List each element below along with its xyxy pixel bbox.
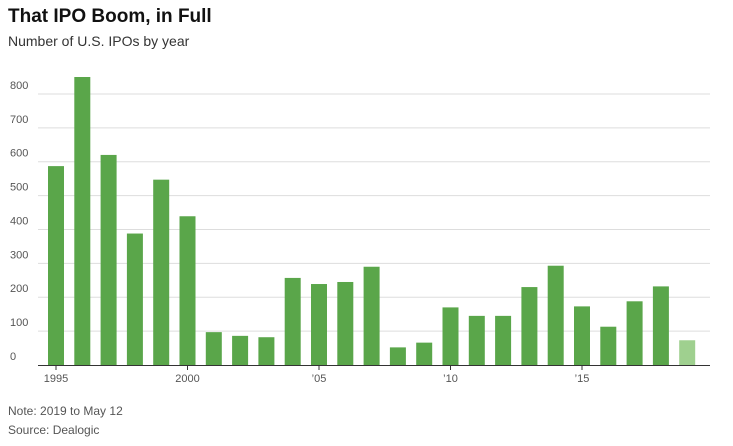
- bar-2008: [389, 347, 406, 365]
- y-axis-tick-labels: 0 100 200 300 400 500 600 700 800: [10, 80, 28, 363]
- bar-2005: [311, 284, 327, 365]
- y-tick-label-100: 100: [10, 317, 28, 329]
- bar-2001: [205, 332, 222, 365]
- chart-note: Note: 2019 to May 12: [8, 404, 123, 418]
- bar-chart: 0 100 200 300 400 500 600 700 800 1995 2000 ’05 ’10…: [10, 77, 710, 385]
- chart-subtitle: Number of U.S. IPOs by year: [8, 33, 190, 49]
- bar-2017: [626, 301, 643, 365]
- x-tick-label-2000: 2000: [175, 373, 199, 385]
- bar-2009: [416, 342, 433, 365]
- bar-2010: [442, 307, 459, 365]
- bar-2014: [547, 265, 564, 365]
- bar-1995: [48, 166, 64, 365]
- bar-2016: [600, 326, 617, 365]
- y-tick-label-600: 600: [10, 148, 28, 160]
- x-tick-label-2005: ’05: [312, 373, 327, 385]
- bar-2012: [495, 315, 512, 365]
- x-tick-label-2010: ’10: [443, 373, 458, 385]
- bar-1996: [74, 77, 91, 365]
- bar-2019: [679, 340, 696, 365]
- bar-2007: [363, 266, 380, 365]
- bar-2006: [337, 281, 354, 365]
- bar-1998: [126, 233, 143, 365]
- y-tick-label-800: 800: [10, 80, 28, 92]
- x-axis-tick-labels: 1995 2000 ’05 ’10 ’15: [44, 373, 590, 385]
- chart-source: Source: Dealogic: [8, 423, 100, 437]
- y-tick-label-0: 0: [10, 351, 16, 363]
- bar-2011: [468, 315, 485, 365]
- bar-2015: [574, 306, 590, 365]
- bar-2002: [232, 335, 249, 365]
- bars: [48, 77, 696, 365]
- gridlines: [38, 93, 710, 332]
- chart-title: That IPO Boom, in Full: [8, 6, 212, 27]
- bar-2000: [179, 216, 196, 365]
- y-tick-label-700: 700: [10, 114, 28, 126]
- y-tick-label-300: 300: [10, 249, 28, 261]
- y-tick-label-500: 500: [10, 182, 28, 194]
- x-tick-label-1995: 1995: [44, 373, 68, 385]
- bar-2004: [284, 277, 301, 365]
- bar-2003: [258, 337, 275, 365]
- bar-2018: [652, 286, 669, 365]
- bar-1999: [153, 179, 170, 365]
- x-axis: [38, 365, 710, 370]
- y-tick-label-400: 400: [10, 215, 28, 227]
- x-tick-label-2015: ’15: [575, 373, 590, 385]
- bar-2013: [521, 287, 538, 365]
- bar-1997: [100, 154, 117, 365]
- y-tick-label-200: 200: [10, 283, 28, 295]
